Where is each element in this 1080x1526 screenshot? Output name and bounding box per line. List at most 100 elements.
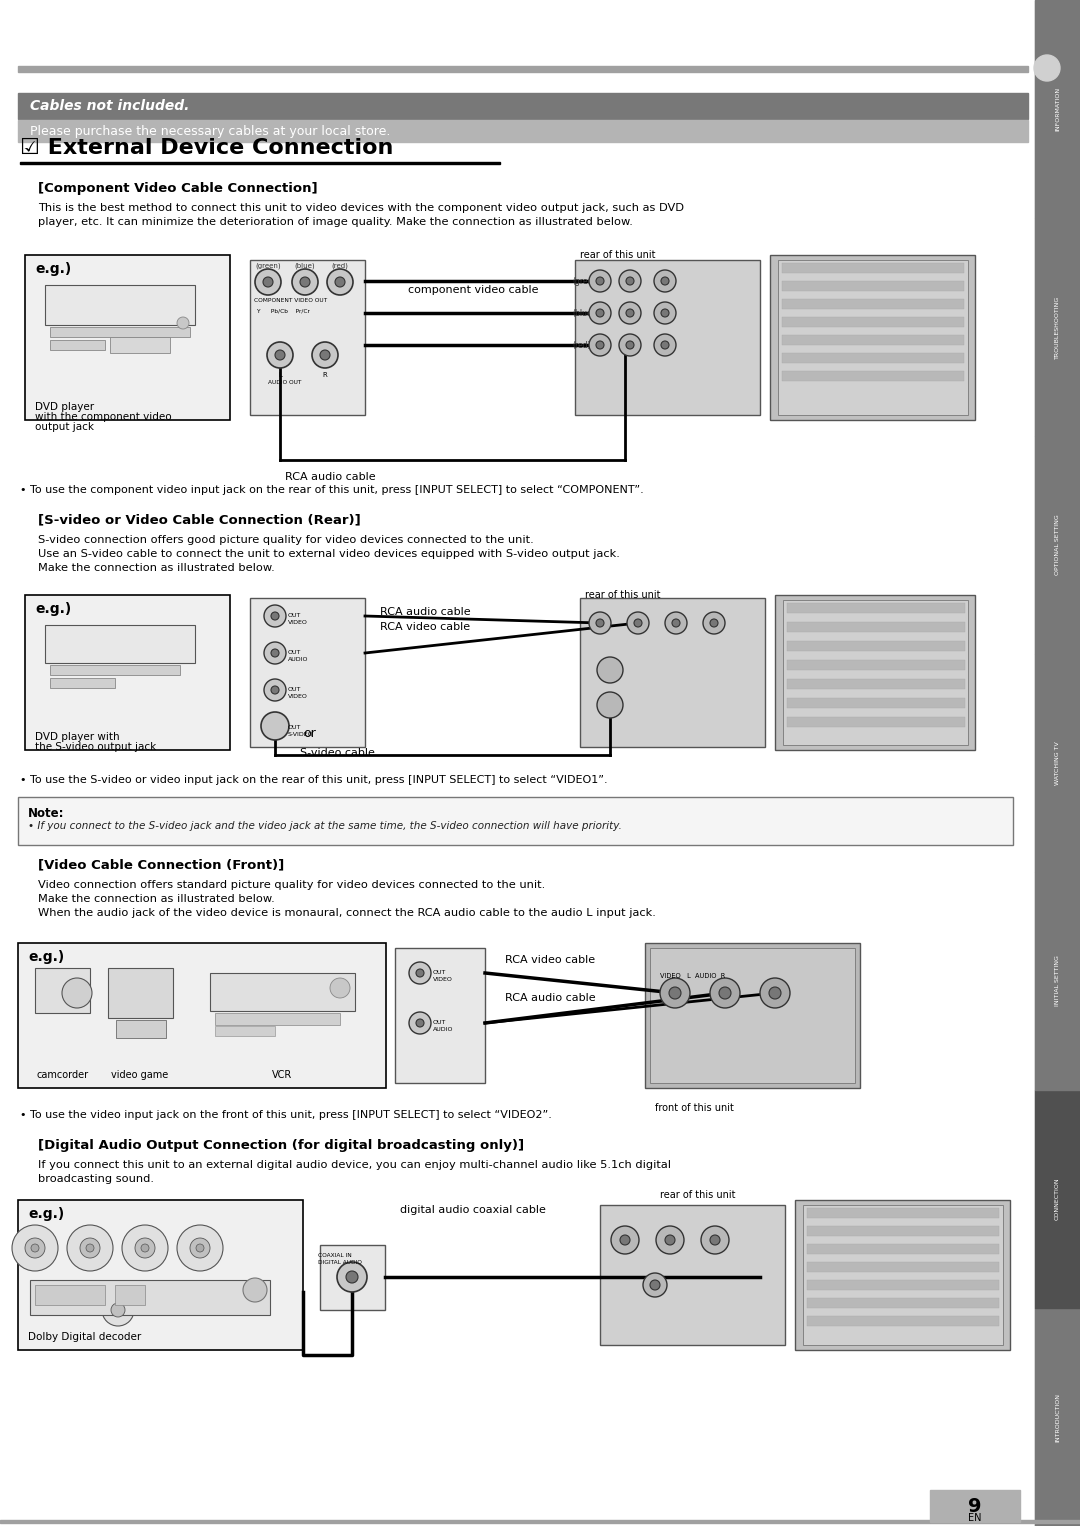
Bar: [782, 317, 964, 327]
Circle shape: [243, 1277, 267, 1302]
Circle shape: [327, 269, 353, 295]
Text: e.g.): e.g.): [35, 601, 71, 617]
Circle shape: [312, 342, 338, 368]
Bar: [18, 943, 386, 1088]
Text: S-video cable: S-video cable: [300, 748, 375, 758]
Bar: [600, 1206, 785, 1344]
Circle shape: [337, 1262, 367, 1293]
Bar: [782, 336, 964, 345]
Text: or: or: [303, 726, 316, 740]
Text: with the component video: with the component video: [35, 412, 172, 423]
Circle shape: [275, 349, 285, 360]
Text: INTRODUCTION: INTRODUCTION: [1055, 1393, 1059, 1442]
Text: DVD player with: DVD player with: [35, 732, 120, 742]
Text: output jack: output jack: [35, 423, 94, 432]
Circle shape: [416, 1019, 424, 1027]
Circle shape: [626, 278, 634, 285]
Text: component video cable: component video cable: [408, 285, 539, 295]
Circle shape: [619, 270, 642, 291]
Circle shape: [264, 604, 286, 627]
Bar: [395, 948, 485, 1083]
Text: Y      Pb/Cb    Pr/Cr: Y Pb/Cb Pr/Cr: [256, 308, 310, 313]
Circle shape: [719, 987, 731, 1000]
Circle shape: [596, 278, 604, 285]
Circle shape: [62, 978, 92, 1009]
Bar: [783, 600, 968, 745]
Text: Please purchase the necessary cables at your local store.: Please purchase the necessary cables at …: [30, 125, 390, 137]
Circle shape: [660, 978, 690, 1009]
Circle shape: [654, 334, 676, 356]
Text: VCR: VCR: [272, 1070, 292, 1080]
Bar: [804, 1206, 1003, 1344]
Text: RCA video cable: RCA video cable: [380, 623, 470, 632]
Text: DIGITAL AUDIO: DIGITAL AUDIO: [318, 1260, 362, 1265]
Circle shape: [769, 987, 781, 1000]
Text: EN: EN: [969, 1512, 982, 1523]
Circle shape: [654, 270, 676, 291]
Bar: [787, 623, 966, 632]
Text: rear of this unit: rear of this unit: [580, 250, 656, 259]
Text: OUT: OUT: [288, 725, 301, 729]
Text: TROUBLESHOOTING: TROUBLESHOOTING: [1055, 296, 1059, 359]
Circle shape: [589, 612, 611, 633]
Bar: [215, 1025, 275, 1036]
Bar: [787, 717, 966, 726]
Text: VIDEO: VIDEO: [288, 694, 308, 699]
Circle shape: [271, 649, 279, 658]
Bar: [45, 285, 195, 325]
Bar: [25, 595, 230, 749]
Bar: [35, 1285, 105, 1305]
Circle shape: [141, 1244, 149, 1251]
Circle shape: [271, 687, 279, 694]
Circle shape: [596, 340, 604, 349]
Text: S-video connection offers good picture quality for video devices connected to th: S-video connection offers good picture q…: [38, 536, 620, 572]
Circle shape: [1034, 55, 1059, 81]
Text: OUT: OUT: [433, 1019, 446, 1025]
Circle shape: [190, 1238, 210, 1257]
Circle shape: [703, 612, 725, 633]
Circle shape: [701, 1225, 729, 1254]
Bar: [249, 598, 365, 748]
Bar: [114, 1285, 145, 1305]
Bar: [110, 337, 170, 353]
Text: • To use the component video input jack on the rear of this unit, press [INPUT S: • To use the component video input jack …: [21, 485, 644, 494]
Bar: [108, 967, 173, 1018]
Circle shape: [25, 1238, 45, 1257]
Bar: [116, 1019, 166, 1038]
Circle shape: [111, 1303, 125, 1317]
Text: Cables not included.: Cables not included.: [30, 99, 189, 113]
Bar: [787, 641, 966, 652]
Bar: [1035, 1308, 1080, 1526]
Bar: [45, 626, 195, 662]
Circle shape: [619, 302, 642, 324]
Text: RCA audio cable: RCA audio cable: [380, 607, 471, 617]
Text: [Component Video Cable Connection]: [Component Video Cable Connection]: [38, 182, 318, 194]
Circle shape: [619, 334, 642, 356]
Circle shape: [596, 308, 604, 317]
Circle shape: [620, 1235, 630, 1245]
Text: Note:: Note:: [28, 807, 65, 819]
Text: video game: video game: [111, 1070, 168, 1080]
Bar: [782, 299, 964, 308]
Bar: [50, 327, 190, 337]
Circle shape: [255, 269, 281, 295]
Circle shape: [661, 308, 669, 317]
Circle shape: [634, 620, 642, 627]
Text: S-VIDEO: S-VIDEO: [288, 732, 313, 737]
Text: [Digital Audio Output Connection (for digital broadcasting only)]: [Digital Audio Output Connection (for di…: [38, 1138, 524, 1152]
Text: ☑ External Device Connection: ☑ External Device Connection: [21, 137, 393, 159]
Text: CONNECTION: CONNECTION: [1055, 1178, 1059, 1221]
Text: (red): (red): [572, 340, 591, 349]
Circle shape: [67, 1225, 113, 1271]
Bar: [50, 665, 180, 674]
Circle shape: [264, 278, 273, 287]
Circle shape: [330, 978, 350, 998]
Circle shape: [710, 1235, 720, 1245]
Circle shape: [626, 308, 634, 317]
Bar: [25, 255, 230, 420]
Circle shape: [271, 612, 279, 620]
Circle shape: [650, 1280, 660, 1289]
Text: (blue): (blue): [572, 308, 595, 317]
Text: 9: 9: [969, 1497, 982, 1515]
Circle shape: [656, 1225, 684, 1254]
